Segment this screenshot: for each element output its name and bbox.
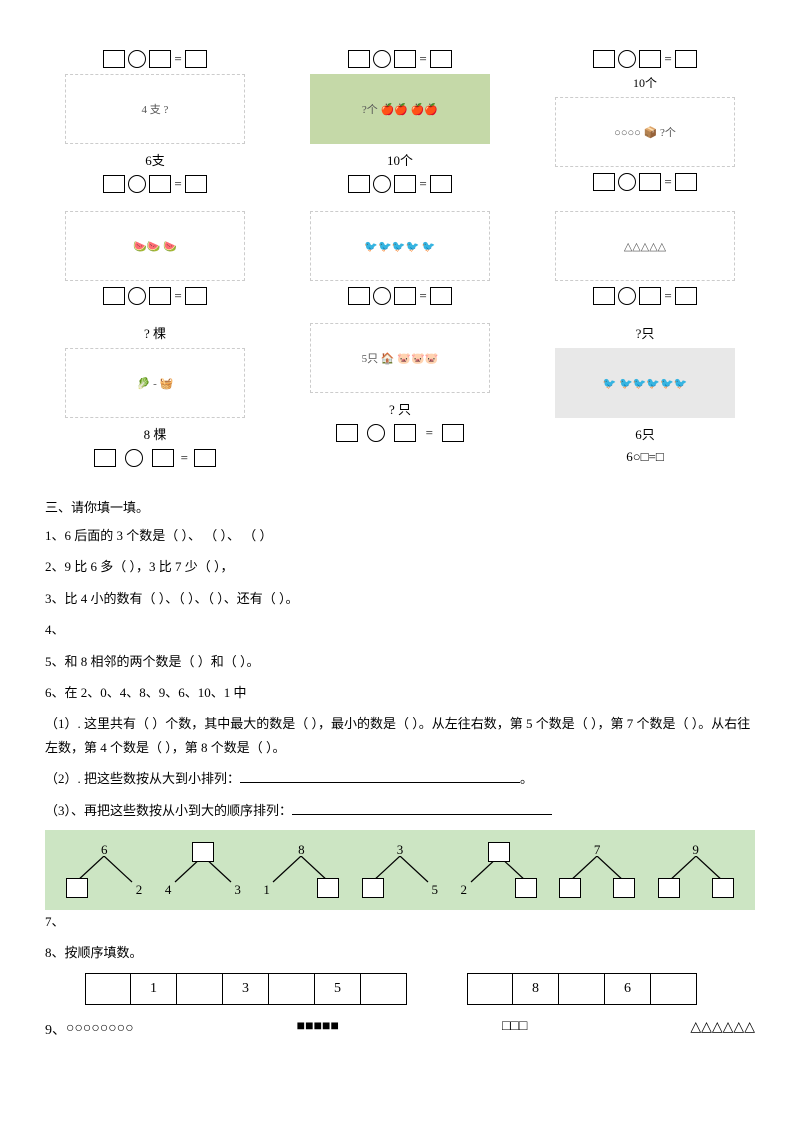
q7: 7、 [45, 910, 755, 933]
decomposition-diagram: 62438135279 [45, 830, 755, 910]
image-triangles: △△△△△ [555, 211, 735, 281]
image-house-pigs: 5只 🏠 🐷🐷🐷 [310, 323, 490, 393]
problem-3-1: ? 棵 🥬 - 🧺 8 棵 = [45, 323, 265, 467]
problem-1-3: = 10个 ○○○○ 📦 ?个 = [535, 50, 755, 193]
q3: 3、比 4 小的数有（ ）、（ ）、（ ）、还有（ ）。 [45, 587, 755, 610]
q5: 5、和 8 相邻的两个数是（ ）和（ ）。 [45, 650, 755, 673]
q6-2: （2）. 把这些数按从大到小排列：。 [45, 767, 755, 790]
image-vegetables: 🥬 - 🧺 [65, 348, 245, 418]
image-eggs-box: ○○○○ 📦 ?个 [555, 97, 735, 167]
sequence-tables: 135 86 [85, 973, 755, 1005]
q6-3: （3）、再把这些数按从小到大的顺序排列： [45, 799, 755, 822]
q8: 8、按顺序填数。 [45, 941, 755, 964]
q6-1: （1）. 这里共有（ ）个数，其中最大的数是（ ），最小的数是（ ）。从左往右数… [45, 712, 755, 759]
q9-shapes: 9、○○○○○○○○ ■■■■■ □□□ △△△△△△ [45, 1019, 755, 1039]
image-birds-fence: 🐦🐦🐦🐦 🐦 [310, 211, 490, 281]
image-watermelon: 🍉🍉 🍉 [65, 211, 245, 281]
problem-2-3: △△△△△ = [535, 211, 755, 305]
problem-3-2: 5只 🏠 🐷🐷🐷 ? 只 = [290, 323, 510, 467]
problem-2-2: 🐦🐦🐦🐦 🐦 = [290, 211, 510, 305]
image-swallows: 🐦 🐦🐦🐦🐦🐦 [555, 348, 735, 418]
image-basket-apples: ?个 🍎🍎 🍎🍎 [310, 74, 490, 144]
q2: 2、9 比 6 多（ ），3 比 7 少（ ）， [45, 555, 755, 578]
q6: 6、在 2、0、4、8、9、6、10、1 中 [45, 681, 755, 704]
section-3-title: 三、请你填一填。 [45, 497, 755, 516]
sequence-2: 86 [467, 973, 697, 1005]
problem-3-3: ?只 🐦 🐦🐦🐦🐦🐦 6只 6○□=□ [535, 323, 755, 467]
q1: 1、6 后面的 3 个数是（ ）、 （ ）、 （ ） [45, 524, 755, 547]
picture-row-2: 🍉🍉 🍉 = 🐦🐦🐦🐦 🐦 = △△△△△ = [45, 211, 755, 305]
sequence-1: 135 [85, 973, 407, 1005]
problem-2-1: 🍉🍉 🍉 = [45, 211, 265, 305]
picture-row-3: ? 棵 🥬 - 🧺 8 棵 = 5只 🏠 🐷🐷🐷 ? 只 = ?只 🐦 🐦🐦🐦🐦… [45, 323, 755, 467]
q4: 4、 [45, 618, 755, 641]
image-pencilbox: 4 支 ? [65, 74, 245, 144]
problem-1-1: = 4 支 ? 6支 = [45, 50, 265, 193]
problem-1-2: = ?个 🍎🍎 🍎🍎 10个 = [290, 50, 510, 193]
picture-row-1: = 4 支 ? 6支 = = ?个 🍎🍎 🍎🍎 10个 = = 10个 ○○○○… [45, 50, 755, 193]
